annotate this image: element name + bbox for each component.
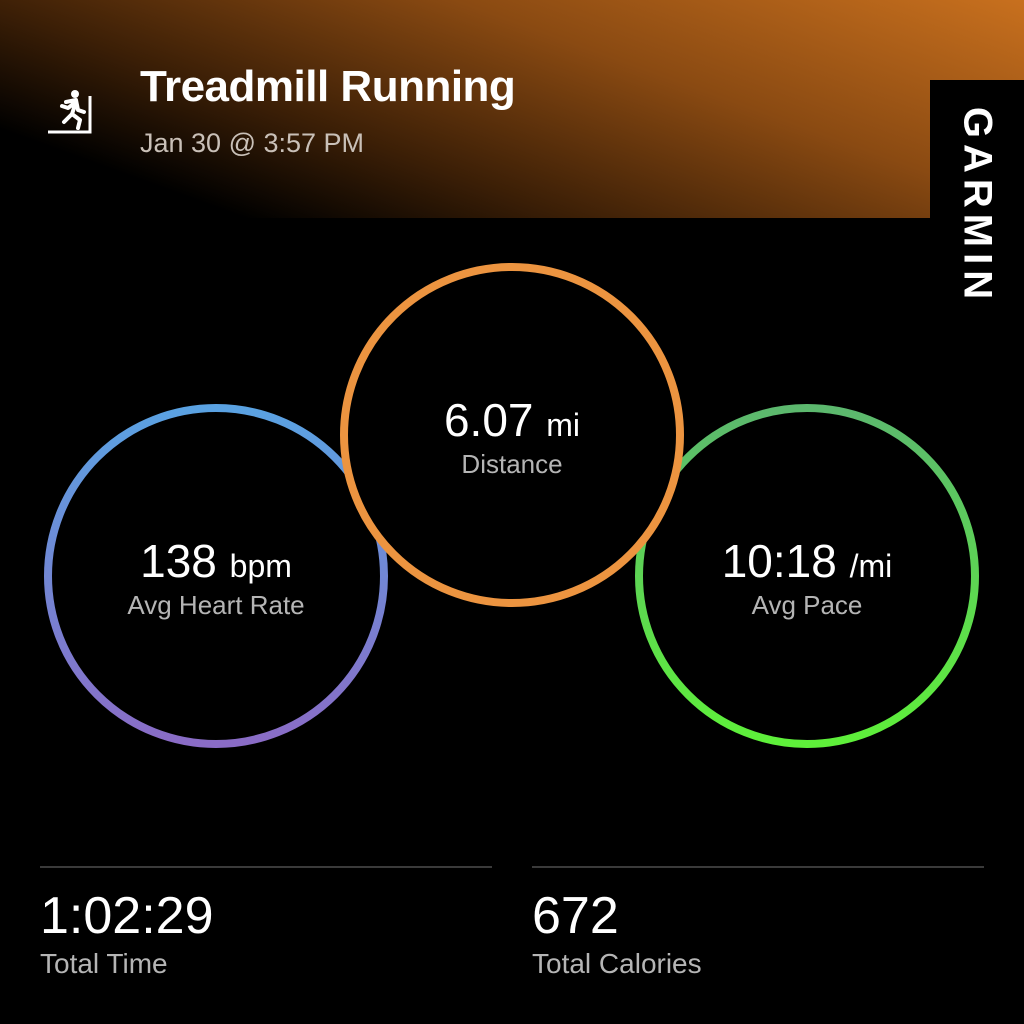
pace-label: Avg Pace (751, 590, 863, 620)
distance-metric[interactable]: 6.07 mi Distance (342, 393, 682, 480)
activity-title: Treadmill Running (140, 62, 516, 111)
heart-rate-unit: bpm (229, 548, 292, 584)
heart-rate-label: Avg Heart Rate (127, 590, 305, 620)
garmin-logo: GARMIN (930, 80, 1024, 340)
pace-unit: /mi (849, 548, 893, 584)
distance-ring (340, 263, 684, 607)
total-calories-stat: 672 Total Calories (532, 866, 984, 980)
heart-rate-value: 138 (140, 535, 217, 587)
total-time-label: Total Time (40, 948, 168, 979)
treadmill-running-icon (48, 90, 92, 134)
heart-rate-ring (44, 404, 388, 748)
total-calories-value: 672 (532, 887, 619, 945)
total-time-value: 1:02:29 (40, 887, 214, 945)
activity-header: Treadmill Running Jan 30 @ 3:57 PM (0, 0, 1024, 218)
activity-date: Jan 30 @ 3:57 PM (140, 128, 365, 158)
distance-value: 6.07 (443, 394, 534, 446)
heart-rate-metric[interactable]: 138 bpm Avg Heart Rate (46, 534, 386, 621)
pace-value: 10:18 (721, 535, 837, 587)
distance-unit: mi (546, 407, 581, 443)
total-time-stat: 1:02:29 Total Time (40, 866, 492, 980)
pace-ring (635, 404, 979, 748)
total-calories-label: Total Calories (532, 948, 702, 979)
pace-metric[interactable]: 10:18 /mi Avg Pace (637, 534, 977, 621)
distance-label: Distance (461, 449, 563, 479)
